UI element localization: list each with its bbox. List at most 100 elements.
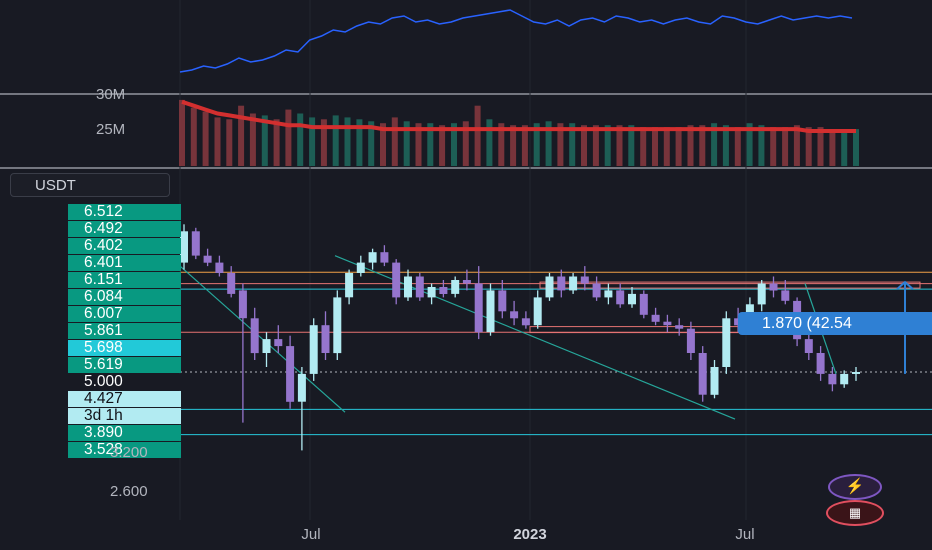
candle-body bbox=[474, 283, 483, 333]
candle-body bbox=[297, 373, 306, 402]
volume-bar bbox=[415, 123, 422, 166]
volume-axis-top: 30M bbox=[96, 86, 126, 103]
candle-body bbox=[675, 325, 684, 329]
volume-bar bbox=[498, 123, 505, 166]
candle-body bbox=[333, 297, 342, 354]
volume-bar bbox=[746, 123, 753, 166]
price-tag: 4.427 bbox=[68, 391, 181, 407]
candle-body bbox=[238, 290, 247, 319]
volume-bar bbox=[380, 123, 386, 166]
candle-body bbox=[462, 280, 471, 284]
volume-bar bbox=[214, 117, 221, 166]
candle-body bbox=[262, 339, 271, 353]
ticker-selector[interactable]: USDT bbox=[10, 173, 170, 197]
lightning-icon[interactable]: ⚡ bbox=[828, 474, 882, 500]
candle-body bbox=[769, 283, 778, 291]
volume-bar bbox=[368, 121, 375, 166]
candle-body bbox=[710, 367, 719, 395]
candle-body bbox=[639, 293, 648, 315]
volume-bar bbox=[510, 125, 517, 166]
volume-bar bbox=[474, 105, 481, 166]
y-axis-label: 3.200 bbox=[110, 444, 148, 461]
candle-body bbox=[663, 321, 672, 326]
price-tag: 3.890 bbox=[68, 425, 181, 441]
volume-bar bbox=[640, 127, 647, 166]
volume-axis-mid: 25M bbox=[96, 121, 126, 138]
candle-body bbox=[203, 255, 212, 263]
flag-icon[interactable]: ▦ bbox=[826, 500, 884, 526]
volume-bar bbox=[793, 125, 800, 166]
volume-bar bbox=[853, 129, 859, 166]
volume-bar bbox=[285, 109, 292, 166]
volume-bar bbox=[652, 127, 658, 166]
measure-arrow-head bbox=[896, 280, 914, 290]
volume-bar bbox=[841, 129, 848, 166]
price-tag: 5.698 bbox=[68, 340, 181, 356]
candle-body bbox=[439, 287, 448, 294]
price-tag: 6.401 bbox=[68, 255, 181, 271]
volume-bar bbox=[545, 121, 552, 166]
candle-body bbox=[804, 339, 813, 353]
volume-bar bbox=[758, 125, 765, 166]
volume-bar bbox=[179, 99, 185, 166]
volume-bar bbox=[722, 125, 729, 166]
zone-box bbox=[539, 281, 921, 289]
price-tag: 3d 1h bbox=[68, 408, 181, 424]
candle-body bbox=[698, 353, 707, 395]
candle-body bbox=[380, 252, 389, 263]
trend-line bbox=[334, 255, 736, 420]
candle-body bbox=[368, 252, 377, 263]
candle-body bbox=[404, 276, 412, 298]
price-tag: 6.402 bbox=[68, 238, 181, 254]
volume-bar bbox=[309, 117, 316, 166]
price-tag: 3.528 bbox=[68, 442, 181, 458]
volume-bar bbox=[202, 111, 209, 166]
candle-body bbox=[651, 314, 660, 322]
volume-bar bbox=[687, 125, 694, 166]
volume-bar bbox=[734, 127, 741, 166]
candle-body bbox=[510, 311, 519, 319]
volume-bar bbox=[297, 113, 304, 166]
volume-bar bbox=[521, 125, 528, 166]
volume-bar bbox=[486, 119, 493, 166]
candle-body bbox=[250, 318, 259, 354]
candle-body bbox=[451, 280, 460, 294]
volume-bar bbox=[249, 113, 256, 166]
volume-bar bbox=[273, 119, 280, 166]
candle-body bbox=[816, 353, 825, 374]
candle-body bbox=[427, 287, 436, 298]
volume-bar bbox=[663, 127, 670, 166]
volume-bar bbox=[675, 127, 682, 166]
price-tag: 5.619 bbox=[68, 357, 181, 373]
volume-bar bbox=[356, 119, 363, 166]
volume-bar bbox=[320, 119, 327, 166]
candle-body bbox=[321, 325, 330, 353]
candle-body bbox=[286, 346, 295, 402]
volume-bar bbox=[592, 125, 599, 166]
volume-bar bbox=[829, 129, 836, 166]
volume-bar bbox=[711, 123, 718, 166]
volume-bar bbox=[699, 125, 706, 166]
volume-bar bbox=[451, 123, 457, 166]
volume-bar bbox=[427, 123, 434, 166]
candle-body bbox=[180, 231, 188, 263]
volume-bar bbox=[569, 123, 576, 166]
price-tag: 6.151 bbox=[68, 272, 181, 288]
volume-bar bbox=[581, 125, 587, 166]
x-axis-label: 2023 bbox=[513, 526, 547, 543]
measure-label: 1.870 (42.54 bbox=[738, 312, 932, 335]
price-tag: 6.084 bbox=[68, 289, 181, 305]
price-tag: 5.861 bbox=[68, 323, 181, 339]
volume-bar bbox=[557, 123, 564, 166]
candle-body bbox=[757, 283, 766, 305]
volume-bar bbox=[628, 125, 635, 166]
candle-body bbox=[557, 276, 566, 291]
candle-body bbox=[486, 290, 495, 333]
candle-body bbox=[722, 318, 731, 367]
candle-body bbox=[604, 290, 613, 298]
candle-body bbox=[392, 262, 401, 298]
candle-body bbox=[356, 262, 365, 273]
volume-bar bbox=[533, 123, 540, 166]
volume-bar bbox=[226, 119, 233, 166]
